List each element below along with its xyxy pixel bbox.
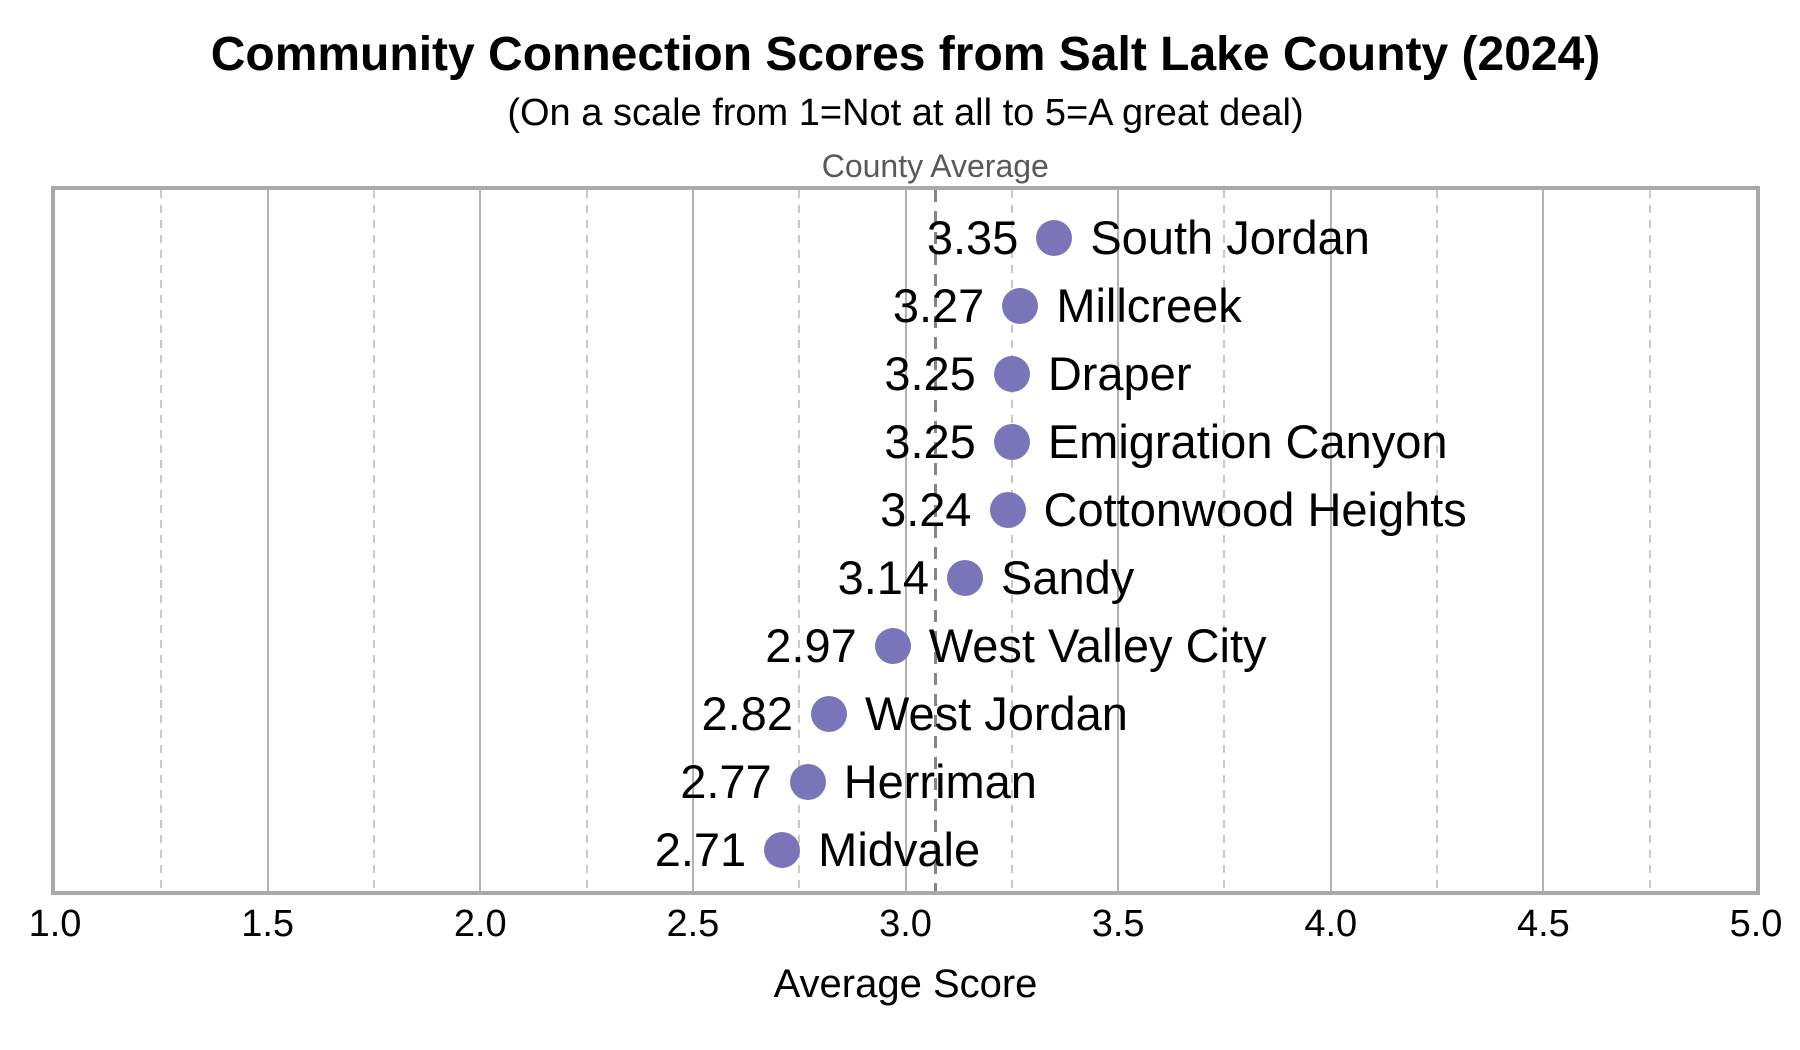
gridline-minor [585, 190, 588, 891]
gridline-major [691, 190, 694, 891]
x-tick-label: 4.5 [1516, 903, 1570, 945]
point-value-label: 2.77 [680, 755, 772, 808]
data-point-dot [989, 492, 1026, 528]
point-category-label: Draper [1047, 347, 1192, 400]
data-point-dot [1036, 220, 1073, 256]
data-point-dot [993, 356, 1030, 392]
gridline-minor [1223, 190, 1226, 891]
point-value-label: 3.27 [892, 279, 985, 332]
data-point-dot [874, 628, 911, 664]
data-point-dot [764, 832, 801, 868]
data-point-dot [947, 560, 984, 596]
county-average-line [933, 190, 937, 891]
point-category-label: Millcreek [1056, 279, 1242, 332]
gridline-minor [1648, 190, 1651, 891]
gridline-minor [160, 190, 163, 891]
gridline-minor [1436, 190, 1439, 891]
point-category-label: West Jordan [864, 687, 1128, 740]
gridline-minor [798, 190, 801, 891]
point-value-label: 3.24 [880, 483, 972, 536]
data-point-dot [993, 424, 1030, 460]
x-tick-label: 2.5 [666, 903, 720, 945]
chart-title: Community Connection Scores from Salt La… [210, 28, 1601, 81]
point-value-label: 3.14 [837, 551, 930, 604]
point-value-label: 3.25 [884, 415, 976, 468]
x-tick-label: 3.5 [1091, 903, 1145, 945]
x-axis: 1.0 1.5 2.0 2.5 3.0 3.5 4.0 4.5 5.0 [29, 898, 1783, 950]
x-axis-title: Average Score [773, 962, 1038, 1006]
gridline-minor [1010, 190, 1013, 891]
gridline-major [266, 190, 269, 891]
gridline-major [1117, 190, 1120, 891]
gridline-major [479, 190, 482, 891]
data-point-dot [789, 764, 826, 800]
point-category-label: West Valley City [928, 619, 1267, 672]
gridline-major [1542, 190, 1545, 891]
x-tick-label: 4.0 [1304, 903, 1358, 945]
point-category-label: Sandy [1001, 551, 1135, 604]
x-tick-label: 1.5 [241, 903, 295, 945]
point-value-label: 2.71 [654, 823, 747, 876]
gridline-minor [372, 190, 375, 891]
data-point-dot [1002, 288, 1039, 324]
plot-inner: 3.35 South Jordan 3.27 Millcreek 3.25 Draper 3… [55, 190, 1756, 891]
reference-line-label: County Average [821, 148, 1049, 184]
point-value-label: 2.82 [701, 687, 793, 740]
data-point-dot [810, 696, 847, 732]
point-category-label: Cottonwood Heights [1043, 483, 1467, 536]
point-category-label: Midvale [818, 823, 981, 876]
point-value-label: 3.25 [884, 347, 976, 400]
x-tick-label: 2.0 [453, 903, 507, 945]
point-value-label: 3.35 [926, 211, 1019, 264]
point-value-label: 2.97 [765, 619, 857, 672]
chart-subtitle: (On a scale from 1=Not at all to 5=A gre… [507, 92, 1304, 134]
gridline-major [904, 190, 907, 891]
x-tick-label: 3.0 [879, 903, 932, 945]
point-category-label: Herriman [843, 755, 1037, 808]
gridline-major [1329, 190, 1332, 891]
x-tick-label: 5.0 [1729, 903, 1783, 945]
x-tick-label: 1.0 [28, 903, 82, 945]
point-category-label: Emigration Canyon [1047, 415, 1448, 468]
point-category-label: South Jordan [1090, 211, 1370, 264]
